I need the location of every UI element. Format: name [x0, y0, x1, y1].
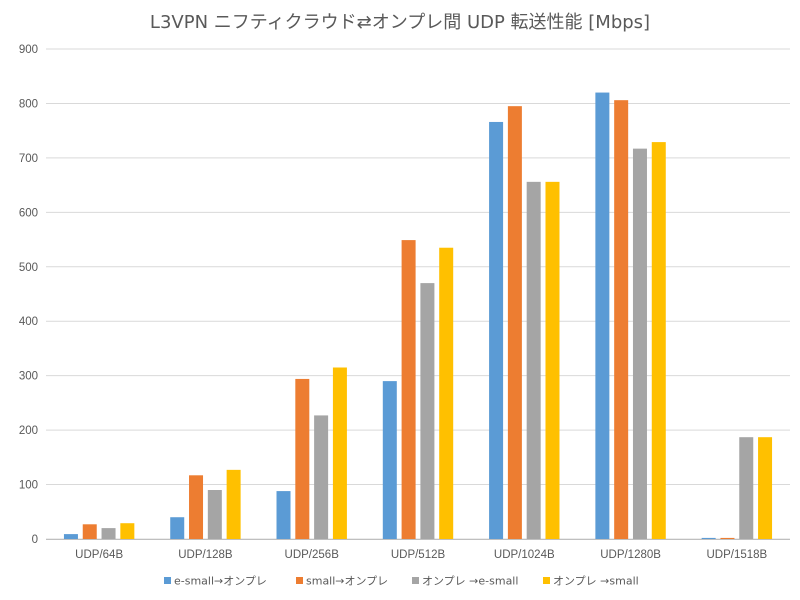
- bar: [507, 106, 522, 540]
- legend-item[interactable]: small→オンプレ: [296, 575, 388, 588]
- bar: [207, 490, 222, 539]
- axes: 0 100 200 300 400 500 600 700 800 900 UDP/64B UDP/1…: [19, 44, 790, 561]
- bar: [595, 92, 610, 540]
- bar: [420, 283, 435, 539]
- bar: [332, 367, 347, 539]
- y-tick-label: 100: [19, 480, 38, 492]
- legend-item[interactable]: オンプレ →small: [543, 575, 639, 588]
- bar: [314, 415, 329, 539]
- legend-swatch: [543, 577, 550, 584]
- y-tick-label: 300: [19, 371, 38, 383]
- y-tick-label: 600: [19, 207, 38, 219]
- x-tick-label: UDP/1518B: [706, 549, 767, 561]
- bar: [701, 537, 716, 539]
- legend-swatch: [412, 577, 419, 584]
- legend-item[interactable]: オンプレ →e-small: [412, 575, 518, 588]
- bar: [489, 121, 504, 539]
- legend[interactable]: e-small→オンプレ small→オンプレ オンプレ →e-small オンプレ …: [164, 575, 639, 588]
- bar: [651, 142, 666, 539]
- y-tick-label: 900: [19, 44, 38, 56]
- y-tick-label: 700: [19, 153, 38, 165]
- bar: [614, 100, 629, 539]
- bars: [63, 92, 773, 540]
- bar: [101, 528, 116, 539]
- legend-item[interactable]: e-small→オンプレ: [164, 575, 267, 588]
- legend-label: オンプレ →e-small: [422, 575, 518, 588]
- bar: [739, 437, 754, 539]
- bar: [295, 378, 310, 539]
- x-tick-label: UDP/128B: [178, 549, 233, 561]
- y-tick-label: 500: [19, 262, 38, 274]
- legend-label: オンプレ →small: [553, 575, 639, 588]
- legend-label: small→オンプレ: [306, 575, 388, 588]
- legend-label: e-small→オンプレ: [174, 575, 267, 588]
- legend-swatch: [164, 577, 171, 584]
- y-tick-label: 0: [32, 534, 38, 546]
- bar: [63, 534, 78, 539]
- y-tick-label: 400: [19, 316, 38, 328]
- bar: [720, 537, 735, 539]
- x-tick-label: UDP/1024B: [494, 549, 555, 561]
- y-tick-label: 800: [19, 98, 38, 110]
- bar: [439, 247, 454, 539]
- bar: [526, 181, 541, 539]
- y-tick-label: 200: [19, 425, 38, 437]
- bar: [758, 437, 773, 539]
- chart-title: L3VPN ニフティクラウド⇄オンプレ間 UDP 転送性能 [Mbps]: [149, 12, 651, 33]
- bar: [382, 381, 397, 539]
- bar: [401, 240, 416, 539]
- gridlines: [46, 48, 790, 540]
- bar: [82, 524, 97, 539]
- bar: [276, 491, 291, 539]
- x-tick-label: UDP/256B: [285, 549, 340, 561]
- bar: [170, 517, 185, 539]
- legend-swatch: [296, 577, 303, 584]
- bar: [226, 469, 241, 539]
- bar: [545, 181, 560, 539]
- bar: [632, 148, 647, 539]
- x-tick-label: UDP/64B: [75, 549, 123, 561]
- bar: [189, 475, 204, 539]
- x-tick-label: UDP/512B: [391, 549, 446, 561]
- bar: [120, 523, 135, 539]
- x-tick-label: UDP/1280B: [600, 549, 661, 561]
